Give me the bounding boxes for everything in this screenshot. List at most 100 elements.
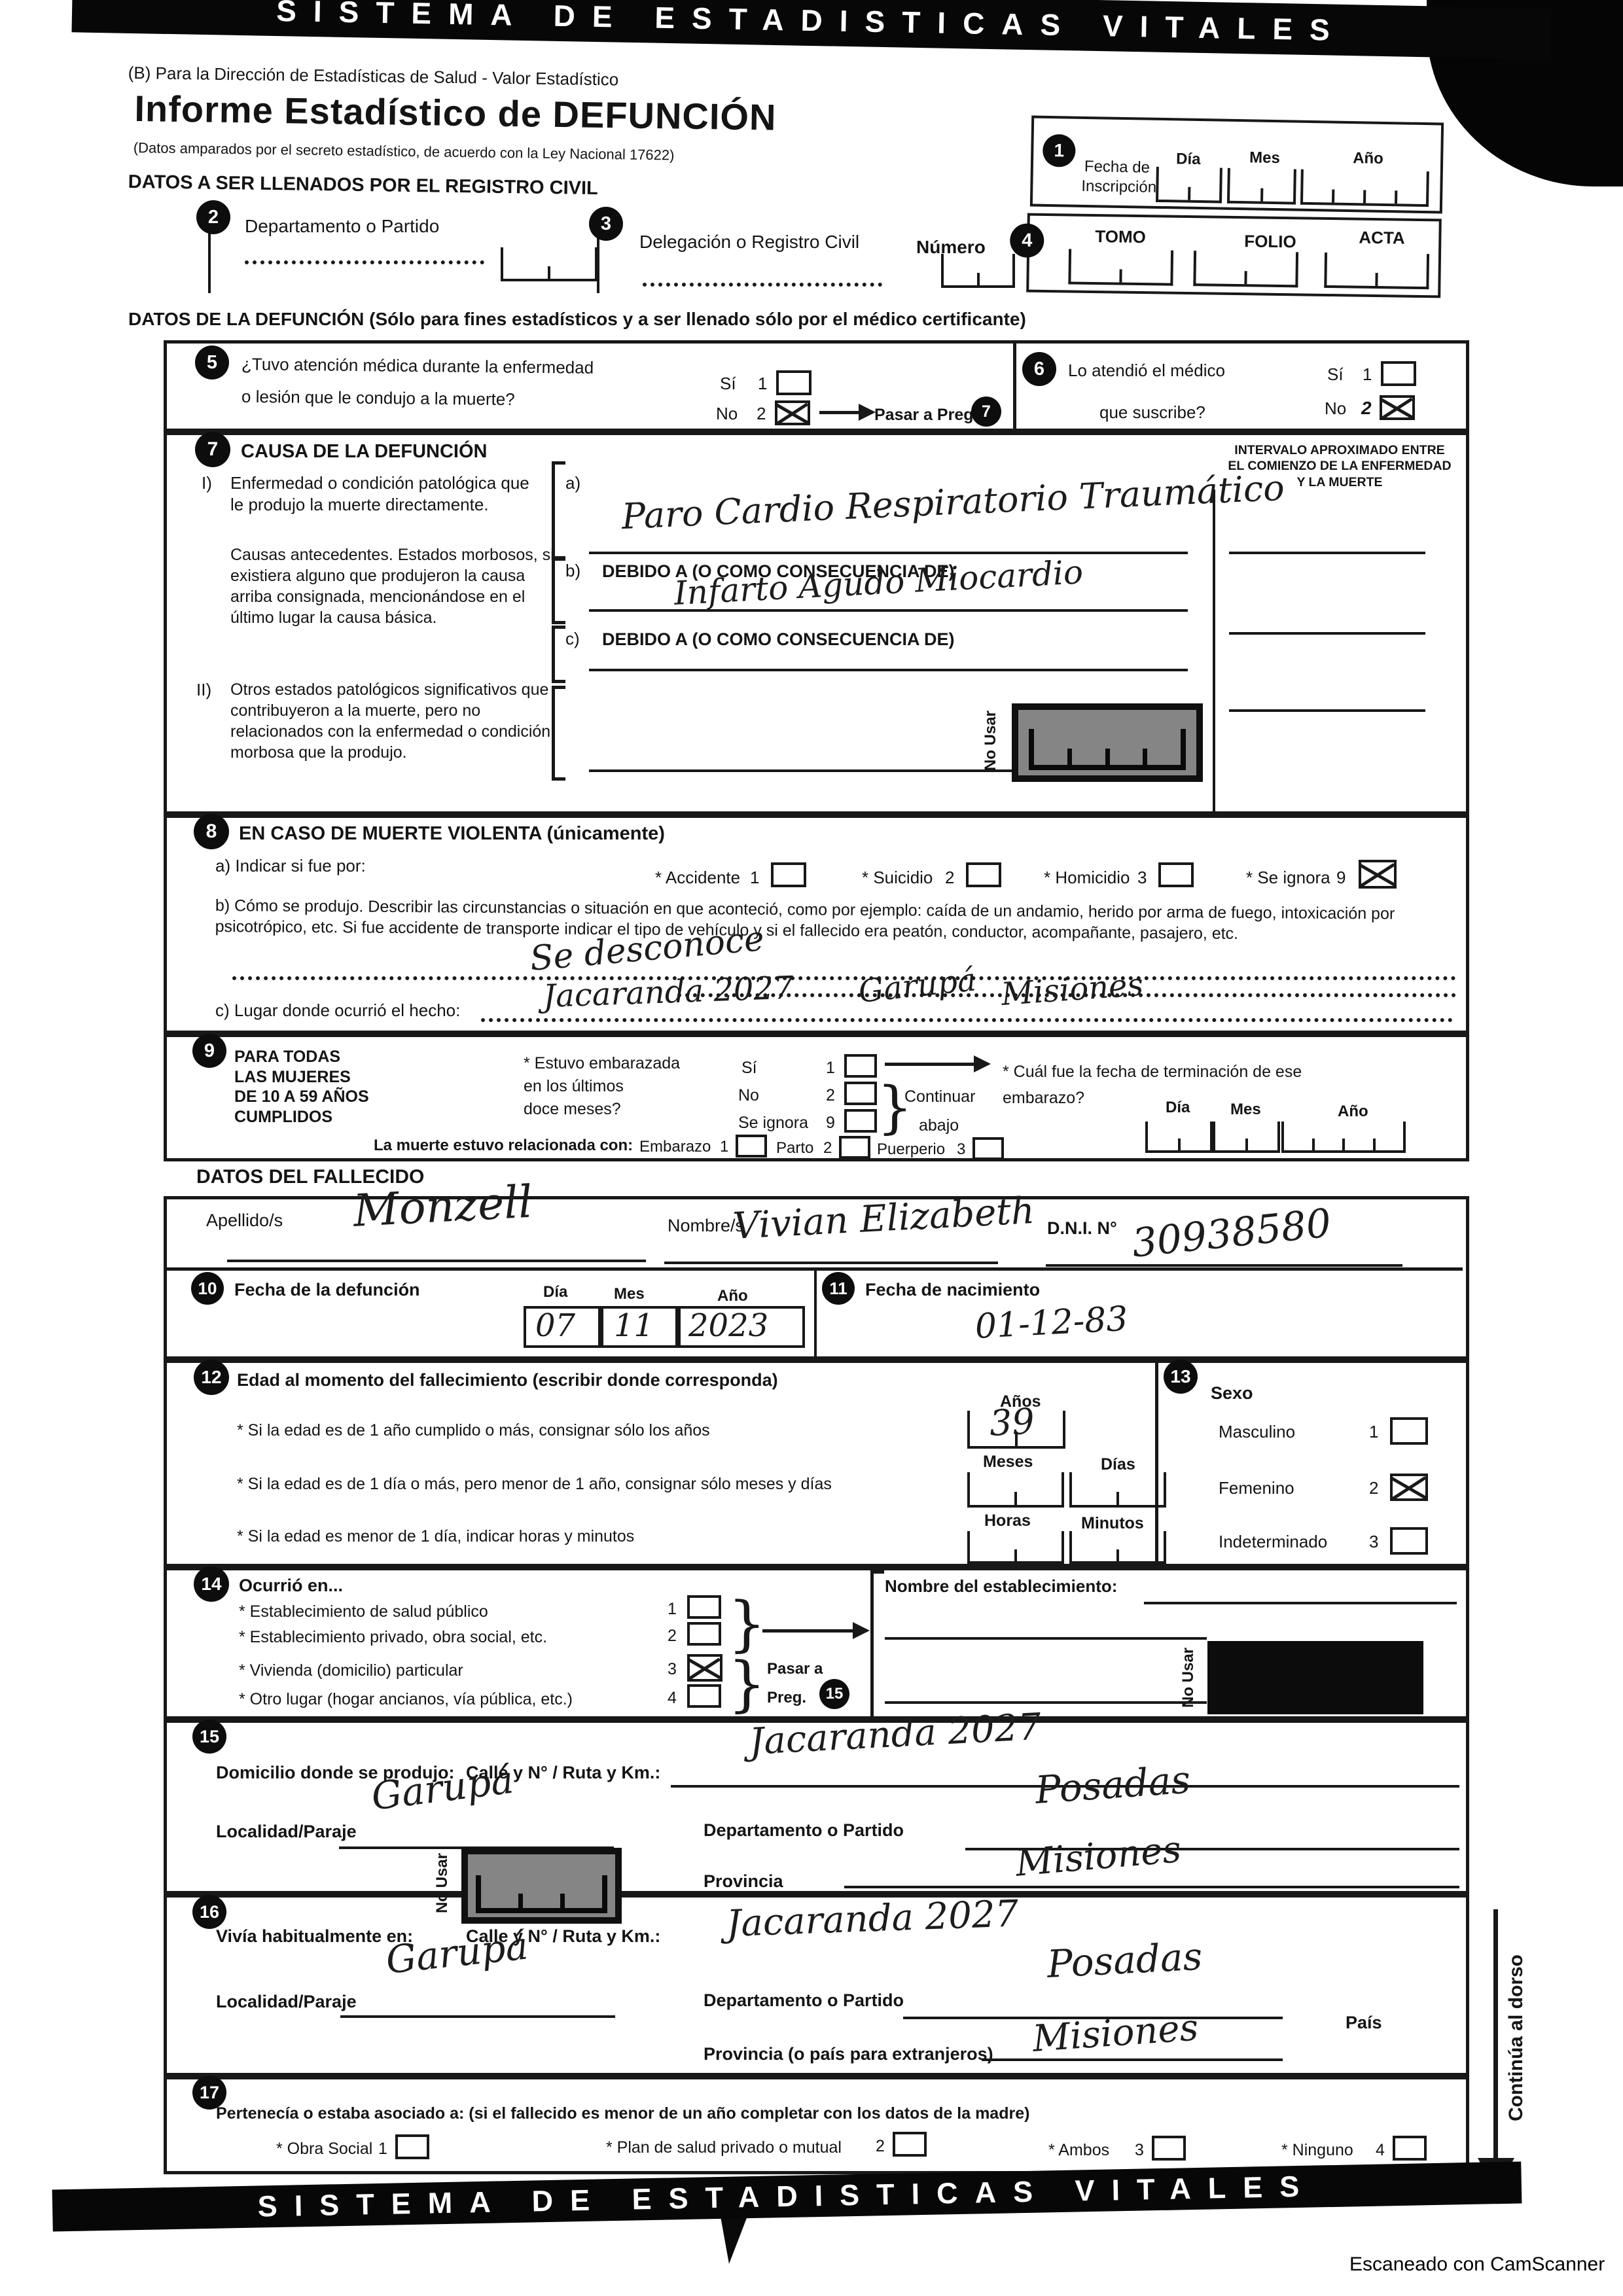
domicilio-localidad-label: Localidad/Paraje xyxy=(216,1822,357,1841)
no-usar-box-15 xyxy=(461,1848,622,1924)
anos-field xyxy=(967,1411,1065,1449)
place-opt4-checkbox xyxy=(687,1684,721,1708)
age-bullet-3: * Si la edad es menor de 1 día, indicar … xyxy=(237,1527,635,1545)
preg-day-label: Día xyxy=(1166,1099,1190,1116)
top-banner-text: SISTEMA DE ESTADISTICAS VITALES xyxy=(276,0,1347,47)
residence-provincia-line xyxy=(982,2058,1283,2061)
q5-skip-label: Pasar a Preg. xyxy=(874,406,978,424)
q5-skip-arrow xyxy=(819,404,876,421)
coverage-obrasocial-checkbox xyxy=(395,2134,429,2159)
place-opt1-checkbox xyxy=(687,1595,721,1619)
medical-attention-box xyxy=(164,340,1469,435)
apellido-handwriting: Monzell xyxy=(351,1176,534,1237)
place-brace-34: } xyxy=(728,1649,766,1719)
bottom-banner-text: SISTEMA DE ESTADISTICAS VITALES xyxy=(257,2169,1317,2223)
preg-month-label: Mes xyxy=(1230,1101,1261,1118)
cause-b-marker: b) xyxy=(565,561,581,580)
meses-label: Meses xyxy=(983,1453,1033,1471)
cause-a-marker: a) xyxy=(565,473,581,493)
coverage-ninguno-checkbox xyxy=(1393,2136,1427,2161)
residence-depto-label: Departamento o Partido xyxy=(704,1990,904,2010)
scan-ink-artifact xyxy=(720,2213,749,2264)
cause-c-marker: c) xyxy=(565,629,580,648)
age-title: Edad al momento del fallecimiento (escri… xyxy=(237,1370,778,1390)
domicilio-calle-label: Calle y N° / Ruta y Km.: xyxy=(466,1763,661,1782)
age-bullet-1: * Si la edad es de 1 año cumplido o más,… xyxy=(237,1421,710,1439)
domicilio-provincia-label: Provincia xyxy=(704,1871,783,1891)
residence-depto-line xyxy=(903,2017,1283,2019)
inscription-date-box: 1 Fecha de Inscripción Día Mes Año xyxy=(1029,115,1444,214)
section-2-badge: 2 xyxy=(196,200,230,234)
inscription-year-field xyxy=(1300,169,1429,207)
place-opt4-code: 4 xyxy=(668,1689,677,1707)
nombre-label: Nombre/s xyxy=(668,1216,745,1235)
apellido-line xyxy=(227,1260,646,1262)
dni-label: D.N.I. N° xyxy=(1047,1218,1117,1238)
cause-b-line xyxy=(589,609,1188,612)
cause-ii-text: Otros estados patológicos significativos… xyxy=(230,680,551,762)
coverage-ambos-checkbox xyxy=(1152,2136,1186,2161)
horas-label: Horas xyxy=(984,1511,1031,1530)
cause-c-line xyxy=(589,669,1188,671)
no-usar-comb-15 xyxy=(476,1875,607,1913)
numero-field xyxy=(941,254,1015,288)
residence-calle-label: Calle y N° / Ruta y Km.: xyxy=(466,1926,661,1946)
death-month-label: Mes xyxy=(614,1285,645,1303)
tomo-field xyxy=(1068,249,1174,286)
dni-line xyxy=(1046,1264,1402,1267)
option-seignora-code: 9 xyxy=(1336,868,1346,887)
apellido-label: Apellido/s xyxy=(206,1210,283,1230)
domicilio-label: Domicilio donde se produjo: xyxy=(216,1763,455,1782)
sexo-masculino-label: Masculino xyxy=(1219,1422,1296,1441)
rel-puerperio-code: 3 xyxy=(957,1140,966,1158)
preg-no-code: 2 xyxy=(826,1086,835,1104)
option-accidente-label: * Accidente xyxy=(655,868,741,887)
q6-yes-checkbox xyxy=(1381,361,1416,386)
rel-parto-code: 2 xyxy=(823,1139,832,1157)
cause-b-label: DEBIDO A (O COMO CONSECUENCIA DE) xyxy=(602,561,955,581)
cause-b-bracket xyxy=(552,557,565,624)
inscription-year-label: Año xyxy=(1352,149,1384,168)
minutos-field xyxy=(1069,1531,1166,1564)
place-opt1-code: 1 xyxy=(668,1600,677,1618)
q5-yes-code: 1 xyxy=(758,374,768,393)
section-2-left-rule xyxy=(208,220,211,293)
coverage-ambos-code: 3 xyxy=(1135,2141,1144,2159)
delegacion-dotline xyxy=(643,283,882,287)
deceased-box xyxy=(164,1196,1469,1363)
continue-on-back-note: Continúa al dorso xyxy=(1505,1954,1527,2122)
residence-box xyxy=(164,1891,1469,2079)
death-day-cell: 07 xyxy=(524,1306,601,1348)
inscription-day-field xyxy=(1155,166,1222,203)
coverage-ninguno-label: * Ninguno xyxy=(1281,2141,1353,2159)
coverage-plan-code: 2 xyxy=(876,2137,885,2155)
pregnancy-who: PARA TODAS LAS MUJERES DE 10 A 59 AÑOS C… xyxy=(234,1047,369,1127)
q5-line2: o lesión que le condujo a la muerte? xyxy=(241,386,515,410)
coverage-ninguno-code: 4 xyxy=(1376,2141,1385,2159)
violent-c-label: c) Lugar donde ocurrió el hecho: xyxy=(215,1000,461,1020)
tomo-label: TOMO xyxy=(1095,226,1147,247)
interval-column-rule xyxy=(1213,489,1215,811)
violent-death-title: EN CASO DE MUERTE VIOLENTA (únicamente) xyxy=(239,823,665,844)
preg-unknown-label: Se ignora xyxy=(738,1114,809,1132)
preg-continue-l2: abajo xyxy=(919,1116,959,1135)
place-opt2-code: 2 xyxy=(668,1627,677,1645)
q6-line2: que suscribe? xyxy=(1099,402,1205,422)
coverage-box xyxy=(164,2073,1469,2174)
interval-line-c xyxy=(1229,709,1425,712)
death-related-label: La muerte estuvo relacionada con: xyxy=(374,1137,633,1154)
section-17-badge: 17 xyxy=(192,2075,226,2110)
interval-line-a xyxy=(1229,552,1425,554)
delegacion-label: Delegación o Registro Civil xyxy=(639,232,860,252)
departamento-partido-label: Departamento o Partido xyxy=(245,216,440,236)
section-12-badge: 12 xyxy=(194,1360,229,1395)
place-skip-target-badge: 15 xyxy=(819,1679,849,1709)
dias-label: Días xyxy=(1101,1455,1135,1474)
place-skip-l1: Pasar a xyxy=(767,1660,823,1678)
acta-field xyxy=(1324,252,1430,290)
preg-yes-checkbox xyxy=(844,1054,877,1078)
preg-month-field xyxy=(1213,1122,1280,1153)
section-5-badge: 5 xyxy=(195,345,229,380)
section-9-badge: 9 xyxy=(192,1034,226,1068)
section-3-left-rule xyxy=(597,213,599,293)
